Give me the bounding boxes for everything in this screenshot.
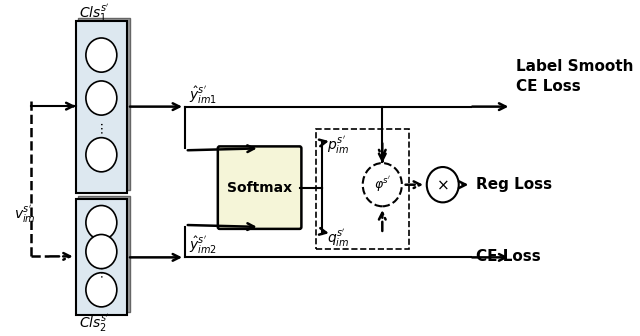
Text: CE Loss: CE Loss [516,79,580,94]
Circle shape [363,163,402,206]
Circle shape [86,235,117,269]
Text: $\hat{y}_{im2}^{s'}$: $\hat{y}_{im2}^{s'}$ [189,235,218,256]
Text: CE Loss: CE Loss [476,249,540,264]
Text: $Cls_2^{s'}$: $Cls_2^{s'}$ [79,312,109,334]
Circle shape [427,167,459,202]
Bar [316,129,409,249]
Bar [76,21,127,193]
Bar [78,197,130,312]
FancyBboxPatch shape [218,146,301,229]
Circle shape [86,138,117,172]
Text: $\varphi^{s'}$: $\varphi^{s'}$ [374,175,391,194]
Text: Label Smooth: Label Smooth [516,59,633,74]
Text: $v_{im}^{s'}$: $v_{im}^{s'}$ [14,203,36,225]
Text: $q_{im}^{s'}$: $q_{im}^{s'}$ [327,228,349,249]
Text: $p_{im}^{s'}$: $p_{im}^{s'}$ [327,135,349,156]
Text: ⋯: ⋯ [95,264,108,277]
Circle shape [86,273,117,307]
Text: Softmax: Softmax [227,181,292,195]
Text: $\times$: $\times$ [436,177,449,192]
Circle shape [86,81,117,115]
Text: ⋯: ⋯ [95,120,108,133]
Text: $Cls_1^{s'}$: $Cls_1^{s'}$ [79,2,109,24]
Bar [76,200,127,315]
Text: Reg Loss: Reg Loss [476,177,552,192]
Circle shape [86,206,117,240]
Circle shape [86,38,117,72]
Text: $\hat{y}_{im1}^{s'}$: $\hat{y}_{im1}^{s'}$ [189,84,218,106]
Bar [78,18,130,190]
